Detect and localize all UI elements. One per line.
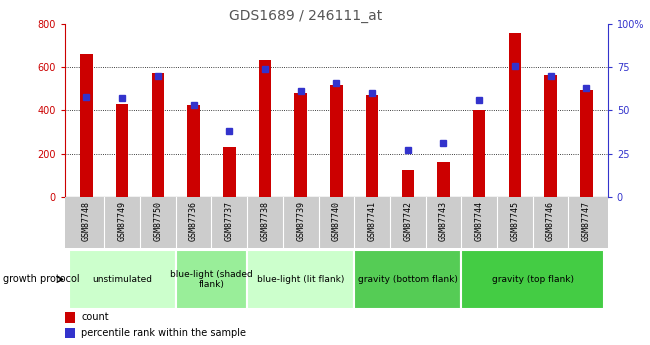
Text: gravity (top flank): gravity (top flank) <box>492 275 574 284</box>
Text: blue-light (lit flank): blue-light (lit flank) <box>257 275 344 284</box>
Text: GSM87743: GSM87743 <box>439 201 448 241</box>
Bar <box>247 250 354 309</box>
Bar <box>116 104 129 197</box>
Text: GSM87744: GSM87744 <box>474 201 484 241</box>
Bar <box>65 312 75 323</box>
Bar <box>80 55 93 197</box>
Bar <box>580 90 593 197</box>
Text: GSM87742: GSM87742 <box>403 201 412 241</box>
Text: GDS1689 / 246111_at: GDS1689 / 246111_at <box>229 9 382 23</box>
Bar <box>330 85 343 197</box>
Text: unstimulated: unstimulated <box>92 275 152 284</box>
Bar <box>402 170 414 197</box>
Bar <box>65 328 75 338</box>
Bar <box>437 162 450 197</box>
Text: GSM87748: GSM87748 <box>82 201 91 241</box>
Bar <box>462 250 604 309</box>
Text: gravity (bottom flank): gravity (bottom flank) <box>358 275 458 284</box>
Text: GSM87739: GSM87739 <box>296 201 305 241</box>
Bar <box>354 250 461 309</box>
Text: GSM87747: GSM87747 <box>582 201 591 241</box>
Bar <box>151 73 164 197</box>
Text: GSM87738: GSM87738 <box>261 201 270 241</box>
Text: GSM87749: GSM87749 <box>118 201 127 241</box>
Bar <box>187 105 200 197</box>
Bar <box>544 75 557 197</box>
Text: blue-light (shaded
flank): blue-light (shaded flank) <box>170 270 253 289</box>
Bar <box>68 250 176 309</box>
Text: GSM87745: GSM87745 <box>510 201 519 241</box>
Bar <box>473 110 486 197</box>
Text: GSM87740: GSM87740 <box>332 201 341 241</box>
Text: percentile rank within the sample: percentile rank within the sample <box>81 328 246 338</box>
Text: GSM87737: GSM87737 <box>225 201 234 241</box>
Bar <box>259 60 271 197</box>
Text: growth protocol: growth protocol <box>3 275 80 284</box>
Bar <box>366 95 378 197</box>
Bar <box>294 93 307 197</box>
Text: count: count <box>81 312 109 322</box>
Text: GSM87750: GSM87750 <box>153 201 162 241</box>
Bar <box>509 33 521 197</box>
Text: GSM87746: GSM87746 <box>546 201 555 241</box>
Bar <box>223 147 235 197</box>
Text: GSM87741: GSM87741 <box>368 201 376 241</box>
Text: GSM87736: GSM87736 <box>189 201 198 241</box>
Bar <box>176 250 247 309</box>
